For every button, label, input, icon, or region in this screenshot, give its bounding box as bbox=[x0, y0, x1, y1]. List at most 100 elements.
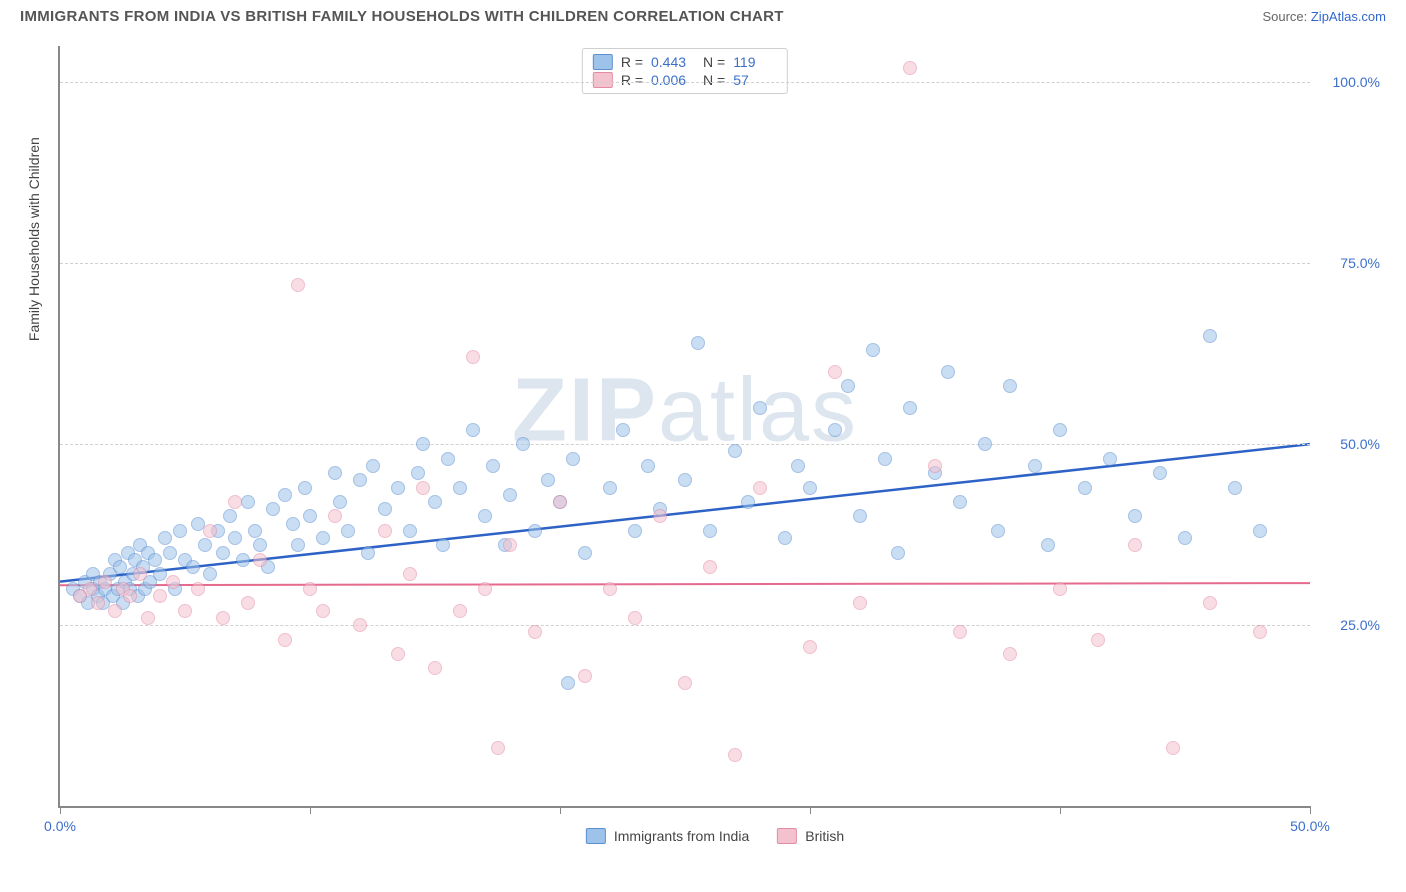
data-point bbox=[728, 748, 742, 762]
data-point bbox=[703, 524, 717, 538]
data-point bbox=[1203, 596, 1217, 610]
data-point bbox=[253, 538, 267, 552]
data-point bbox=[1053, 423, 1067, 437]
data-point bbox=[953, 625, 967, 639]
stat-r-label: R = bbox=[621, 54, 643, 70]
data-point bbox=[266, 502, 280, 516]
data-point bbox=[203, 524, 217, 538]
watermark-bold: ZIP bbox=[512, 360, 658, 460]
data-point bbox=[298, 481, 312, 495]
data-point bbox=[528, 625, 542, 639]
data-point bbox=[853, 596, 867, 610]
data-point bbox=[603, 582, 617, 596]
data-point bbox=[278, 488, 292, 502]
data-point bbox=[903, 61, 917, 75]
data-point bbox=[478, 582, 492, 596]
source-prefix: Source: bbox=[1262, 9, 1310, 24]
data-point bbox=[703, 560, 717, 574]
gridline-h bbox=[60, 82, 1310, 83]
data-point bbox=[1128, 538, 1142, 552]
legend-label: Immigrants from India bbox=[614, 828, 749, 844]
data-point bbox=[291, 278, 305, 292]
watermark: ZIPatlas bbox=[512, 359, 858, 462]
y-tick-label: 100.0% bbox=[1333, 74, 1380, 90]
data-point bbox=[173, 524, 187, 538]
data-point bbox=[158, 531, 172, 545]
data-point bbox=[891, 546, 905, 560]
data-point bbox=[353, 618, 367, 632]
data-point bbox=[753, 401, 767, 415]
data-point bbox=[578, 546, 592, 560]
data-point bbox=[441, 452, 455, 466]
data-point bbox=[466, 423, 480, 437]
source-link[interactable]: ZipAtlas.com bbox=[1311, 9, 1386, 24]
data-point bbox=[163, 546, 177, 560]
data-point bbox=[753, 481, 767, 495]
series-legend: Immigrants from IndiaBritish bbox=[586, 828, 844, 844]
data-point bbox=[778, 531, 792, 545]
stat-n-value: 119 bbox=[733, 54, 777, 70]
data-point bbox=[1253, 524, 1267, 538]
data-point bbox=[1178, 531, 1192, 545]
x-tick-label: 50.0% bbox=[1290, 818, 1330, 834]
data-point bbox=[653, 509, 667, 523]
data-point bbox=[616, 423, 630, 437]
correlation-legend: R =0.443N =119R =0.006N =57 bbox=[582, 48, 788, 94]
data-point bbox=[678, 473, 692, 487]
data-point bbox=[628, 611, 642, 625]
legend-swatch bbox=[777, 828, 797, 844]
data-point bbox=[216, 611, 230, 625]
data-point bbox=[303, 509, 317, 523]
data-point bbox=[191, 582, 205, 596]
gridline-h bbox=[60, 625, 1310, 626]
data-point bbox=[1103, 452, 1117, 466]
legend-swatch bbox=[586, 828, 606, 844]
data-point bbox=[553, 495, 567, 509]
legend-swatch bbox=[593, 54, 613, 70]
data-point bbox=[228, 495, 242, 509]
data-point bbox=[428, 495, 442, 509]
data-point bbox=[416, 437, 430, 451]
chart-container: Family Households with Children ZIPatlas… bbox=[40, 38, 1390, 848]
stat-r-value: 0.006 bbox=[651, 72, 695, 88]
data-point bbox=[228, 531, 242, 545]
data-point bbox=[603, 481, 617, 495]
data-point bbox=[1091, 633, 1105, 647]
data-point bbox=[866, 343, 880, 357]
data-point bbox=[1041, 538, 1055, 552]
data-point bbox=[428, 661, 442, 675]
y-tick-label: 75.0% bbox=[1340, 255, 1380, 271]
y-tick-label: 50.0% bbox=[1340, 436, 1380, 452]
data-point bbox=[1078, 481, 1092, 495]
data-point bbox=[403, 524, 417, 538]
data-point bbox=[486, 459, 500, 473]
data-point bbox=[566, 452, 580, 466]
data-point bbox=[203, 567, 217, 581]
data-point bbox=[403, 567, 417, 581]
stat-n-label: N = bbox=[703, 72, 725, 88]
legend-stat-row: R =0.443N =119 bbox=[593, 53, 777, 71]
data-point bbox=[841, 379, 855, 393]
y-axis-label: Family Households with Children bbox=[26, 137, 42, 341]
data-point bbox=[1153, 466, 1167, 480]
data-point bbox=[991, 524, 1005, 538]
data-point bbox=[333, 495, 347, 509]
data-point bbox=[98, 575, 112, 589]
data-point bbox=[236, 553, 250, 567]
data-point bbox=[1003, 379, 1017, 393]
data-point bbox=[791, 459, 805, 473]
data-point bbox=[198, 538, 212, 552]
data-point bbox=[133, 567, 147, 581]
data-point bbox=[241, 495, 255, 509]
data-point bbox=[186, 560, 200, 574]
data-point bbox=[316, 604, 330, 618]
data-point bbox=[1053, 582, 1067, 596]
data-point bbox=[641, 459, 655, 473]
data-point bbox=[561, 676, 575, 690]
data-point bbox=[1003, 647, 1017, 661]
data-point bbox=[391, 647, 405, 661]
data-point bbox=[436, 538, 450, 552]
stat-n-label: N = bbox=[703, 54, 725, 70]
data-point bbox=[628, 524, 642, 538]
data-point bbox=[411, 466, 425, 480]
